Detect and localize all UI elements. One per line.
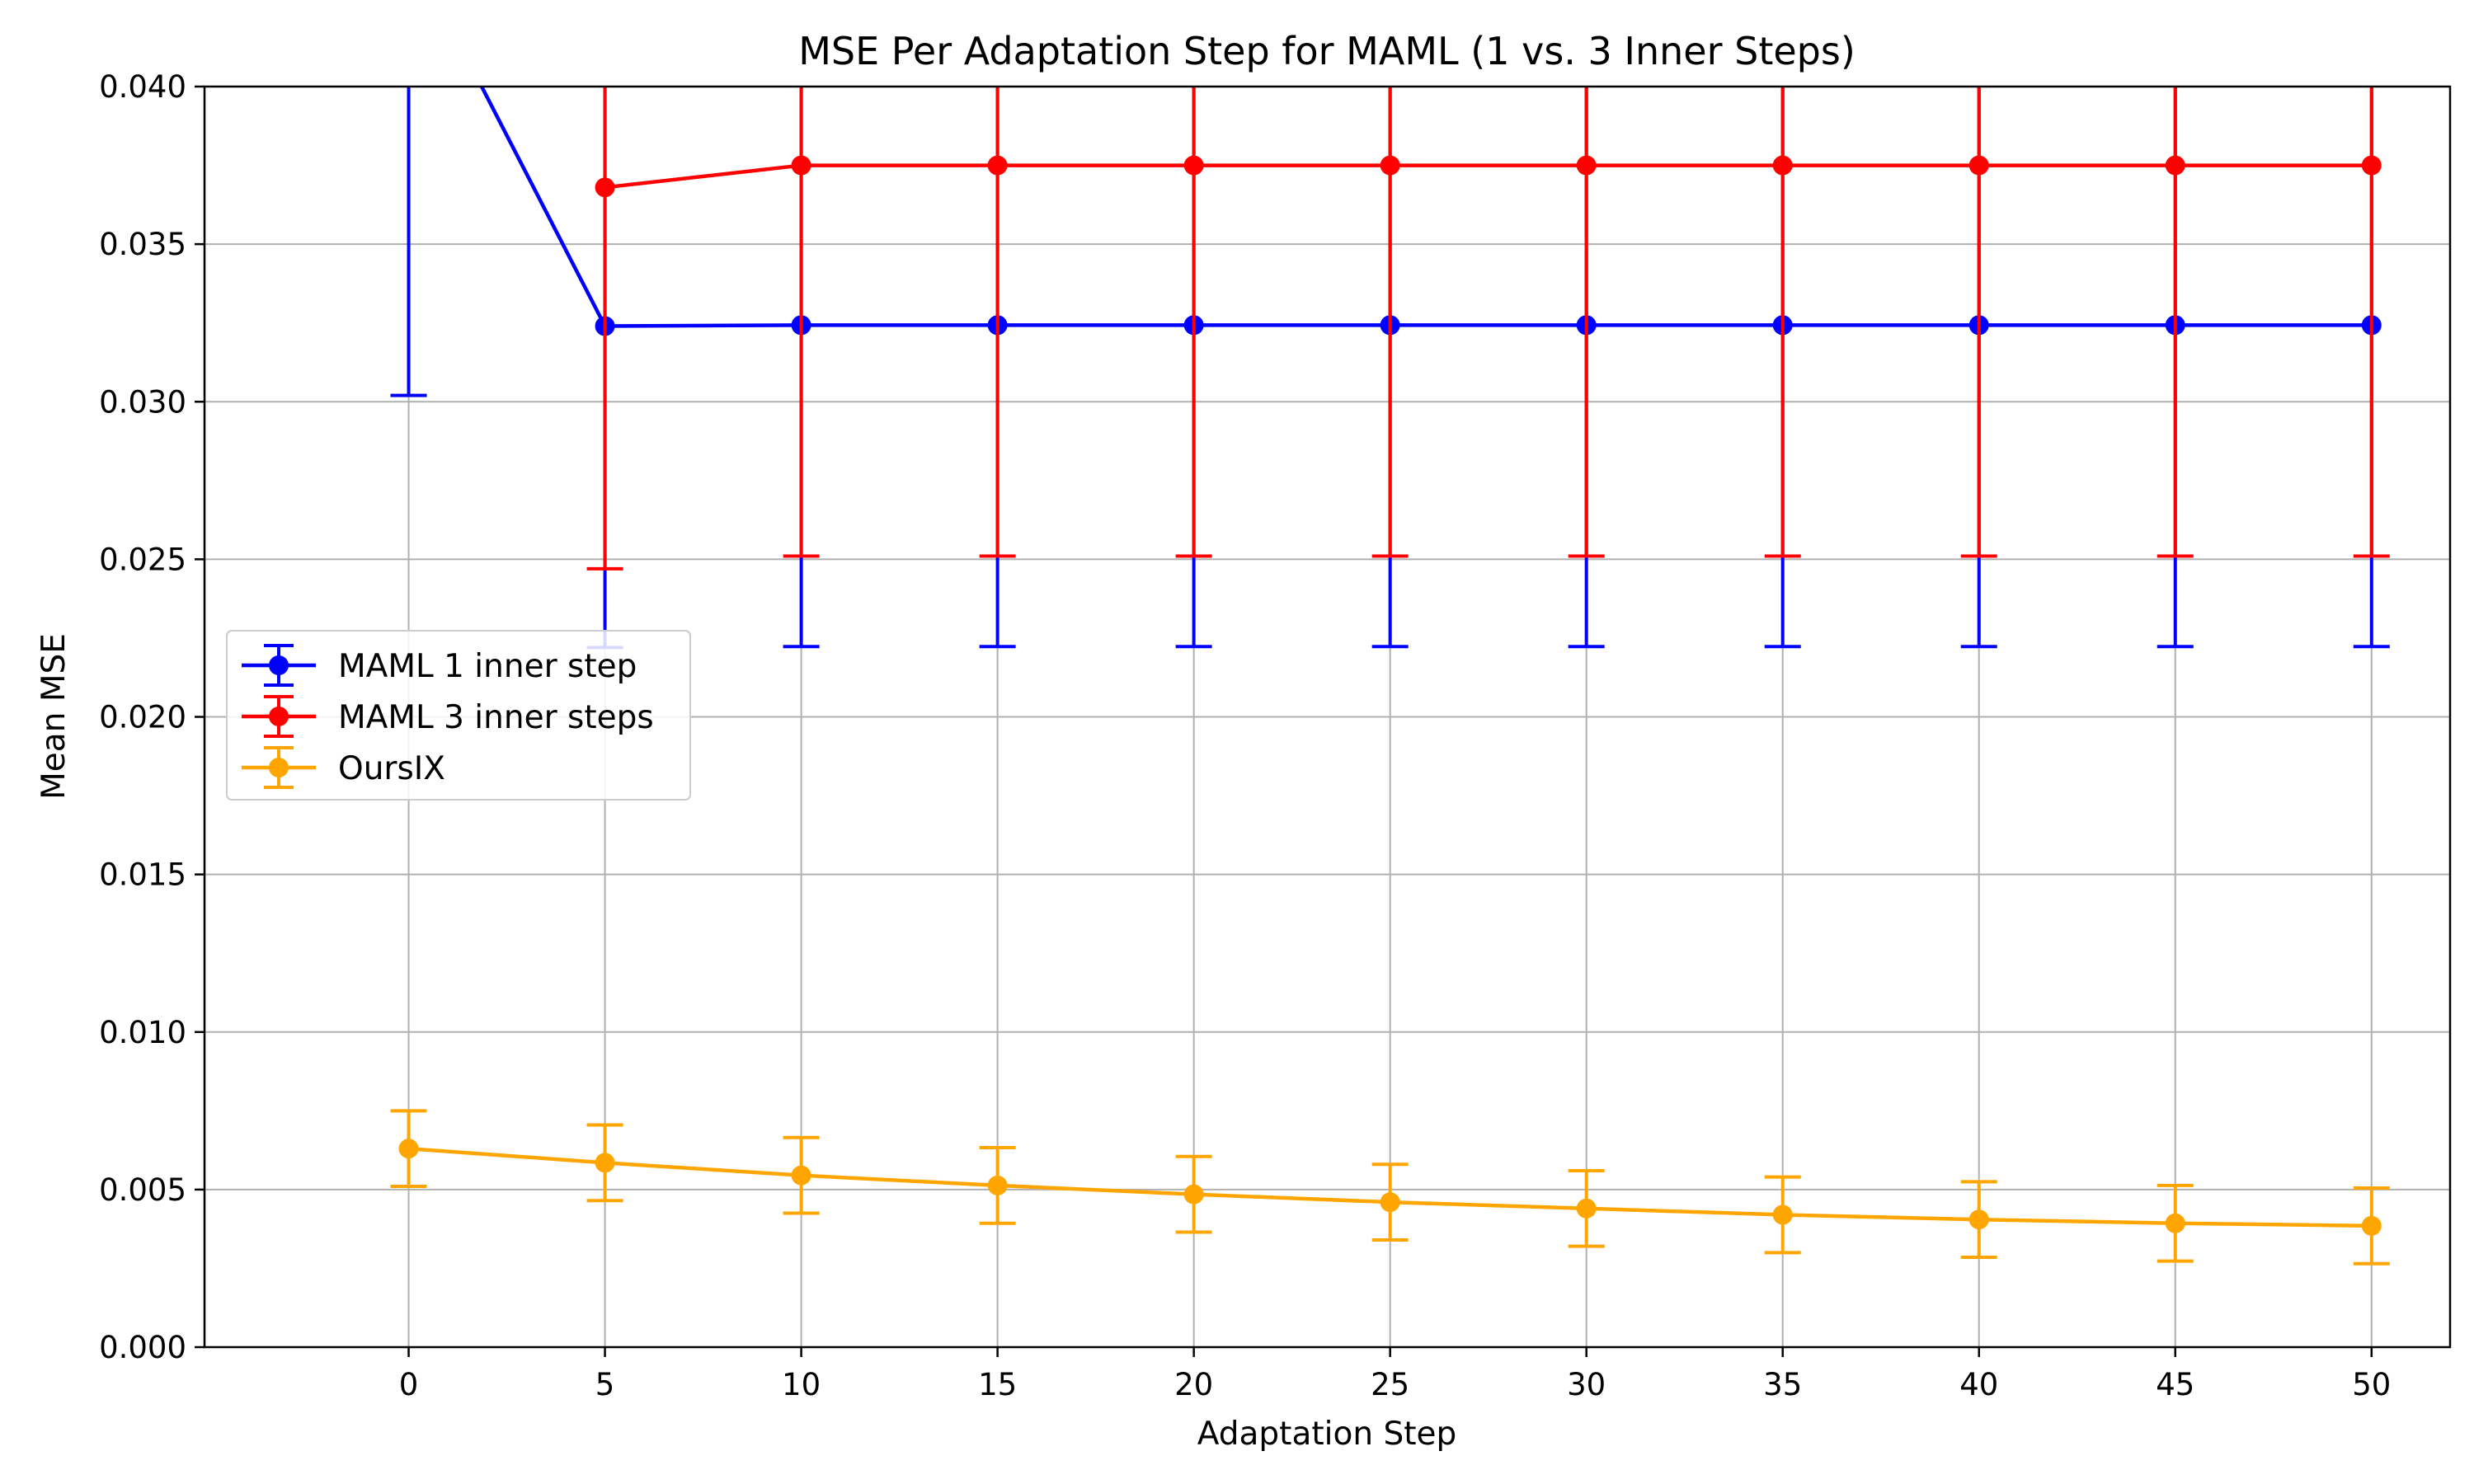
x-tick-label: 25 bbox=[1371, 1367, 1409, 1402]
x-tick-label: 35 bbox=[1763, 1367, 1802, 1402]
x-tick-label: 50 bbox=[2352, 1367, 2391, 1402]
x-tick-label: 10 bbox=[782, 1367, 821, 1402]
data-point bbox=[1183, 1184, 1204, 1205]
y-tick-label: 0.005 bbox=[99, 1172, 186, 1208]
data-point bbox=[595, 1153, 615, 1173]
y-axis-title: Mean MSE bbox=[35, 633, 73, 800]
data-point bbox=[1380, 155, 1400, 176]
legend-label: MAML 1 inner step bbox=[338, 648, 637, 685]
legend: MAML 1 inner step MAML 3 inner steps OursI… bbox=[226, 630, 691, 801]
x-tick-label: 5 bbox=[595, 1367, 615, 1402]
data-point bbox=[1576, 1198, 1597, 1219]
x-tick-label: 45 bbox=[2156, 1367, 2194, 1402]
data-point bbox=[1772, 155, 1793, 176]
data-point bbox=[1968, 155, 1989, 176]
data-point bbox=[398, 1139, 419, 1159]
data-point bbox=[2165, 1213, 2185, 1233]
data-point bbox=[791, 1165, 811, 1186]
legend-marker bbox=[269, 758, 289, 777]
legend-box bbox=[226, 630, 691, 801]
data-point bbox=[1772, 1205, 1793, 1225]
y-tick-label: 0.030 bbox=[99, 384, 186, 420]
x-tick-label: 0 bbox=[399, 1367, 419, 1402]
data-point bbox=[1380, 1192, 1400, 1213]
data-point bbox=[595, 177, 615, 198]
y-tick-label: 0.010 bbox=[99, 1015, 186, 1050]
series-layer bbox=[390, 87, 2390, 1266]
ticks: 0 5 10 15 20 25 30 35 40 45 50 0.000 0.005 0.010 0.015… bbox=[99, 69, 2391, 1402]
chart-title: MSE Per Adaptation Step for MAML (1 vs. … bbox=[798, 29, 1856, 73]
data-point bbox=[2165, 155, 2185, 176]
data-point bbox=[2361, 155, 2382, 176]
y-tick-label: 0.020 bbox=[99, 700, 186, 735]
data-point bbox=[987, 155, 1008, 176]
y-tick-label: 0.040 bbox=[99, 69, 186, 105]
y-tick-label: 0.035 bbox=[99, 227, 186, 262]
legend-marker bbox=[269, 655, 289, 675]
legend-label: MAML 3 inner steps bbox=[338, 699, 654, 736]
x-tick-label: 40 bbox=[1959, 1367, 1998, 1402]
x-axis-title: Adaptation Step bbox=[1197, 1416, 1457, 1453]
data-point bbox=[2361, 1215, 2382, 1236]
data-point bbox=[987, 1175, 1008, 1195]
x-tick-label: 30 bbox=[1567, 1367, 1606, 1402]
y-tick-label: 0.000 bbox=[99, 1330, 186, 1365]
data-point bbox=[1183, 155, 1204, 176]
x-tick-label: 15 bbox=[978, 1367, 1017, 1402]
series-line bbox=[604, 163, 2372, 190]
data-point bbox=[791, 155, 811, 176]
legend-label: OursIX bbox=[338, 750, 445, 787]
x-tick-label: 20 bbox=[1174, 1367, 1213, 1402]
y-tick-label: 0.025 bbox=[99, 542, 186, 577]
data-point bbox=[1576, 155, 1597, 176]
y-tick-label: 0.015 bbox=[99, 857, 186, 893]
legend-marker bbox=[269, 707, 289, 726]
data-point bbox=[1968, 1209, 1989, 1230]
